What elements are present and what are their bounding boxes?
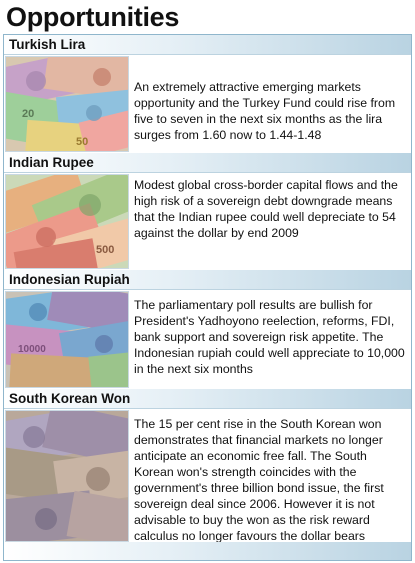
page-title: Opportunities xyxy=(6,2,180,32)
section-body-turkish-lira: An extremely attractive emerging markets… xyxy=(134,80,396,142)
section-heading-south-korean-won: South Korean Won xyxy=(4,389,411,409)
svg-text:50: 50 xyxy=(76,136,88,148)
opportunities-panel: Turkish Lira 20 50 An extremely attracti… xyxy=(3,34,412,561)
footer-strip xyxy=(4,542,411,560)
section-heading-indonesian-rupiah: Indonesian Rupiah xyxy=(4,270,411,290)
svg-text:500: 500 xyxy=(96,244,114,256)
section-body-indian-rupee: Modest global cross-border capital flows… xyxy=(134,178,398,240)
section-body-south-korean-won: The 15 per cent rise in the South Korean… xyxy=(134,417,384,543)
indonesian-rupiah-image: 10000 xyxy=(5,291,129,388)
svg-text:10000: 10000 xyxy=(18,344,46,355)
south-korean-won-image xyxy=(5,410,129,542)
svg-text:20: 20 xyxy=(22,108,34,120)
indian-rupee-image: 500 xyxy=(5,174,129,269)
section-heading-turkish-lira: Turkish Lira xyxy=(4,35,411,55)
section-body-indonesian-rupiah: The parliamentary poll results are bulli… xyxy=(134,298,405,376)
section-heading-indian-rupee: Indian Rupee xyxy=(4,153,411,173)
turkish-lira-image: 20 50 xyxy=(5,56,129,152)
